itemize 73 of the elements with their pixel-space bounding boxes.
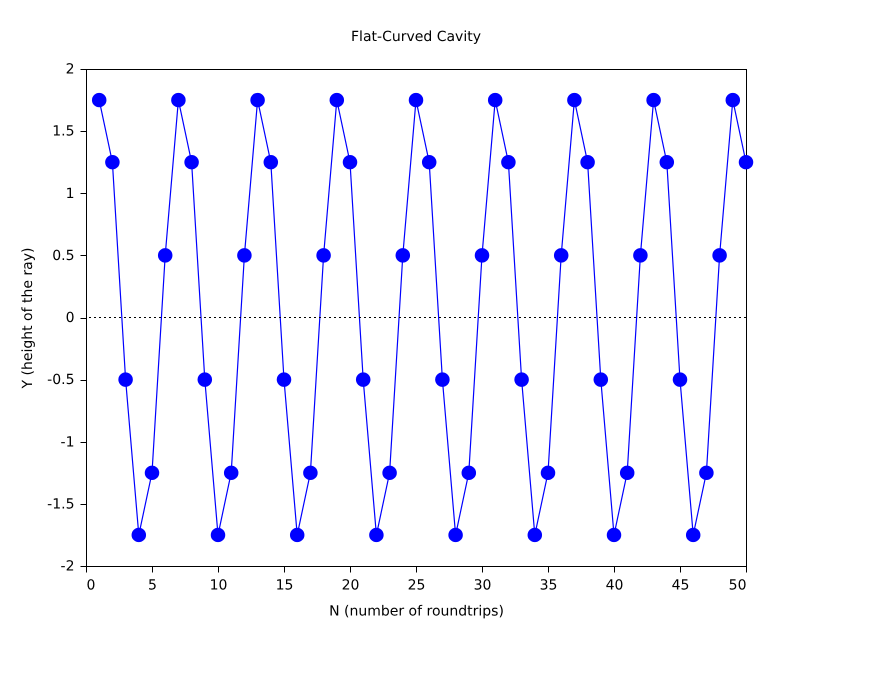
point	[462, 466, 476, 480]
y-axis-title: Y (height of the ray)	[20, 248, 36, 390]
point	[554, 248, 568, 263]
point	[686, 528, 700, 542]
x-axis-title: N (number of roundtrips)	[329, 604, 504, 620]
point	[633, 248, 648, 263]
point	[290, 528, 304, 542]
x-tick-label: 5	[148, 578, 157, 594]
point	[144, 466, 160, 480]
x-tick-label: 20	[342, 578, 360, 594]
point	[330, 92, 344, 108]
y-tick-label: -1	[60, 434, 74, 450]
point	[606, 528, 622, 542]
point	[198, 372, 212, 387]
point	[660, 154, 674, 170]
point	[501, 154, 516, 170]
x-tick-label: 35	[540, 578, 558, 594]
point	[712, 248, 727, 263]
x-tick-label: 40	[606, 578, 624, 594]
point	[474, 248, 490, 263]
point	[224, 466, 238, 480]
point	[646, 92, 661, 108]
point	[435, 372, 450, 387]
y-tick-label: 2	[66, 62, 74, 78]
point	[540, 466, 556, 480]
y-tick-label: 0	[66, 310, 74, 326]
point	[672, 372, 688, 387]
point	[264, 154, 278, 170]
point	[382, 466, 397, 480]
point	[158, 248, 172, 263]
point	[132, 528, 146, 542]
point	[276, 372, 292, 387]
y-tick-label: 1	[66, 186, 74, 202]
y-tick-label: -2	[60, 558, 74, 574]
point	[356, 372, 370, 387]
point	[396, 248, 410, 263]
x-tick-label: 50	[728, 578, 746, 594]
y-tick-label: 1.5	[52, 124, 74, 140]
point	[422, 154, 436, 170]
point	[488, 92, 502, 108]
point	[699, 466, 714, 480]
point	[594, 372, 608, 387]
y-tick-label: -1.5	[47, 496, 74, 512]
point	[514, 372, 529, 387]
point	[118, 372, 133, 387]
point	[171, 92, 186, 108]
point	[342, 154, 358, 170]
point	[528, 528, 542, 542]
x-tick-label: 15	[276, 578, 294, 594]
point	[580, 154, 595, 170]
point	[620, 466, 634, 480]
point	[369, 528, 384, 542]
point	[726, 92, 740, 108]
y-tick-label: 0.5	[52, 248, 74, 264]
point	[237, 248, 252, 263]
x-tick-label: 45	[672, 578, 690, 594]
point	[184, 154, 199, 170]
point	[738, 154, 754, 170]
x-tick-label: 0	[86, 578, 96, 594]
point	[303, 466, 318, 480]
point	[92, 92, 106, 108]
point	[408, 92, 424, 108]
y-tick-label: -0.5	[47, 372, 74, 388]
point	[210, 528, 226, 542]
chart-title: Flat-Curved Cavity	[350, 29, 482, 45]
x-tick-label: 30	[474, 578, 492, 594]
point	[448, 528, 463, 542]
point	[105, 154, 120, 170]
point	[316, 248, 331, 263]
x-tick-label: 10	[210, 578, 228, 594]
point	[250, 92, 265, 108]
point	[567, 92, 582, 108]
x-tick-label: 25	[408, 578, 426, 594]
